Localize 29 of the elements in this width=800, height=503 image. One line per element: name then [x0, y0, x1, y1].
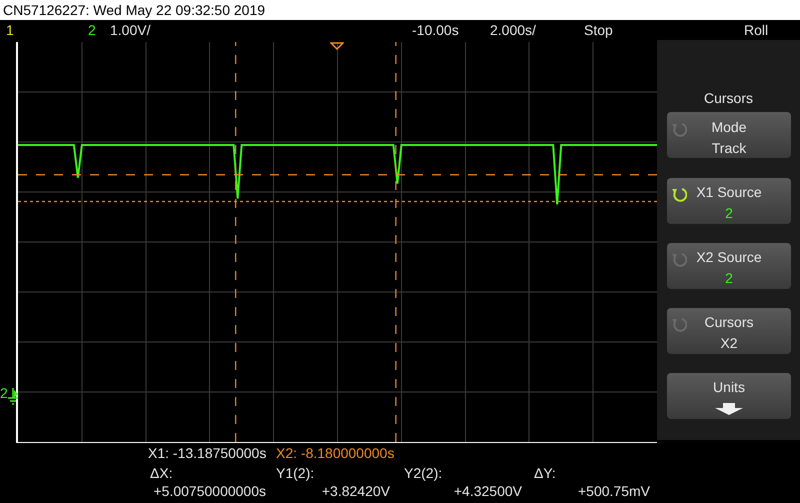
text: Units [712, 379, 746, 395]
text: Track [710, 140, 748, 156]
text: Roll [744, 22, 768, 38]
text: 1 [6, 22, 14, 38]
text: X1: -13.18750000s [148, 445, 266, 461]
text: Cursors [702, 90, 754, 106]
text: ΔY: [534, 465, 556, 481]
text: Mode [710, 119, 748, 135]
text: 2 [724, 270, 734, 286]
text: Cursors [703, 314, 754, 330]
text: X2: -8.180000000s [276, 445, 394, 461]
text: -10.00s [412, 22, 459, 38]
text: 1.00V/ [110, 22, 150, 38]
chart-title: CN57126227: Wed May 22 09:32:50 2019 [3, 2, 266, 18]
text: X2 Source [695, 249, 763, 265]
text: X2 [719, 335, 739, 351]
text: Y1(2): [276, 465, 314, 481]
text: 2 [88, 22, 96, 38]
text: +5.00750000000s [152, 483, 266, 499]
text: +3.82420V [320, 483, 390, 499]
text: 2 [0, 385, 8, 401]
text: +4.32500V [452, 483, 522, 499]
text: X1 Source [695, 184, 763, 200]
text: 2 [724, 205, 734, 221]
text: Y2(2): [404, 465, 442, 481]
text: ΔX: [150, 465, 173, 481]
text: 2.000s/ [490, 22, 536, 38]
text: +500.75mV [577, 483, 650, 499]
text: Stop [584, 22, 613, 38]
